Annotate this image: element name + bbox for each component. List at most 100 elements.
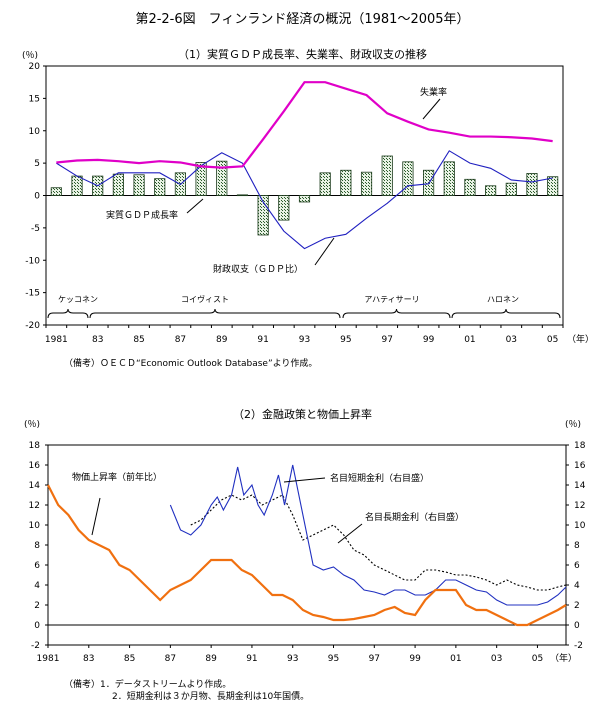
chart2-left-tick-label: 0 [34, 621, 40, 631]
chart2-left-unit: (％) [24, 419, 40, 430]
chart1-x-unit: （年） [567, 333, 594, 345]
chart1-x-tick-label: 05 [547, 335, 558, 345]
chart2-x-tick-label: 93 [287, 654, 298, 664]
chart2-right-tick-label: 18 [574, 441, 586, 451]
inflation-arrow [91, 497, 101, 536]
gdp-growth-bar [485, 185, 497, 196]
inflation-line [47, 484, 567, 627]
chart2-left-tick-label: 10 [29, 521, 41, 531]
short-rate-arrow [283, 477, 326, 483]
chart2-title: （2）金融政策と物価上昇率 [233, 408, 372, 421]
chart2-left-tick-label: 2 [34, 601, 40, 611]
fiscal-balance-label: 財政収支（ＧＤＰ比） [213, 263, 303, 275]
gdp-growth-bar [257, 195, 269, 236]
chart2-x-unit: （年） [550, 652, 577, 664]
period-brace [47, 308, 89, 319]
chart1-title: （1）実質ＧＤＰ成長率、失業率、財政収支の推移 [178, 48, 427, 61]
chart1-note: （備考）ＯＥＣＤ“Economic Outlook Database”より作成。 [64, 359, 318, 369]
gdp-growth-bar [278, 195, 290, 221]
period-label: コイヴィスト [181, 294, 229, 304]
chart2-note-1: （備考）1．データストリームより作成。 [64, 680, 232, 690]
chart2-x-tick-label: 89 [205, 654, 217, 664]
chart1-x-tick-label: 93 [299, 335, 310, 345]
chart2-x-tick-label: 97 [369, 654, 380, 664]
chart1-x-tick-label: 1981 [45, 335, 68, 345]
chart1-y-tick-label: 5 [34, 159, 40, 169]
chart1-x-tick-label: 85 [133, 335, 144, 345]
chart2-right-tick-label: 4 [574, 581, 580, 591]
chart1-x-tick-label: 83 [92, 335, 103, 345]
period-brace [342, 308, 451, 319]
long-rate-arrow [337, 523, 363, 544]
chart2-right-tick-label: 14 [574, 481, 586, 491]
unemployment-line [56, 81, 553, 169]
chart2-right-unit: (％) [565, 419, 581, 430]
chart1-y-tick-label: -5 [31, 224, 40, 234]
chart2-right-tick-label: -2 [574, 641, 583, 651]
chart2-left-tick-label: 14 [29, 481, 41, 491]
gdp-growth-bar [505, 182, 517, 196]
long-rate-line [190, 494, 567, 591]
chart1-y-tick-label: 10 [29, 127, 41, 137]
chart2-x-tick-label: 87 [165, 654, 176, 664]
gdp-growth-arrow [186, 198, 204, 214]
short-rate-line [169, 464, 567, 606]
short-rate-label: 名目短期金利（右目盛） [330, 472, 429, 484]
period-label: アハティサーリ [364, 295, 419, 304]
chart1-x-tick-label: 91 [257, 335, 268, 345]
chart2-right-tick-label: 12 [574, 501, 585, 511]
chart1-x-tick-label: 99 [423, 335, 435, 345]
unemployment-label: 失業率 [420, 86, 447, 98]
chart1-x-tick-label: 01 [464, 335, 475, 345]
gdp-growth-bar [402, 161, 414, 196]
gdp-growth-bar [298, 195, 311, 203]
chart1-x-tick-label: 97 [381, 335, 392, 345]
chart2-right-tick-label: 16 [574, 461, 586, 471]
chart1-svg: (％)20 15 10 5 0 -5 -10 -15 -20 1981 83 85 87 89 91 93 95… [22, 50, 594, 345]
period-label: ハロネン [487, 295, 519, 304]
gdp-growth-bar [464, 178, 476, 196]
chart2-x-tick-label: 03 [491, 654, 502, 664]
gdp-growth-bar [133, 174, 145, 196]
gdp-growth-bar [195, 162, 207, 196]
chart1-y-tick-label: 15 [29, 94, 40, 104]
gdp-growth-bar [443, 161, 455, 196]
chart1-y-tick-label: -10 [25, 256, 40, 266]
gdp-growth-bar [50, 187, 62, 196]
fiscal-balance-arrow [314, 237, 335, 266]
chart2-left-tick-label: -2 [31, 641, 40, 651]
gdp-growth-bar [340, 169, 352, 196]
gdp-growth-bar [360, 171, 373, 196]
period-label: ケッコネン [58, 295, 98, 304]
chart2-x-tick-label: 1981 [37, 654, 60, 664]
chart2-right-tick-label: 2 [574, 601, 580, 611]
chart1-y-tick-label: 20 [29, 62, 41, 72]
chart2-x-tick-label: 99 [409, 654, 421, 664]
gdp-growth-bar [381, 155, 393, 196]
chart1-x-tick-label: 03 [506, 335, 517, 345]
fiscal-balance-line [56, 150, 553, 250]
chart2-x-tick-label: 05 [532, 654, 543, 664]
chart2-x-tick-label: 85 [124, 654, 135, 664]
chart2-left-tick-label: 4 [34, 581, 40, 591]
gdp-growth-bar [319, 172, 331, 196]
main-title: 第2-2-6図 フィンランド経済の概況（1981～2005年） [135, 12, 470, 27]
gdp-growth-bar [112, 173, 124, 196]
period-brace [451, 308, 561, 319]
long-rate-label: 名目長期金利（右目盛） [365, 511, 464, 523]
unemployment-arrow [422, 98, 441, 120]
gdp-growth-label: 実質ＧＤＰ成長率 [106, 209, 178, 221]
chart2-right-tick-label: 10 [574, 521, 586, 531]
gdp-growth-bar [154, 178, 166, 196]
gdp-growth-bar [526, 173, 538, 196]
chart1-x-tick-label: 89 [216, 335, 228, 345]
chart2-right-tick-label: 8 [574, 541, 580, 551]
chart1-x-tick-label: 87 [175, 335, 186, 345]
chart2-left-tick-label: 12 [29, 501, 40, 511]
chart1-x-tick-label: 95 [340, 335, 351, 345]
chart1-y-tick-label: 0 [34, 192, 40, 202]
gdp-growth-bar [216, 160, 228, 196]
chart2-right-tick-label: 0 [574, 621, 580, 631]
chart2-x-tick-label: 91 [246, 654, 257, 664]
chart2-left-tick-label: 16 [29, 461, 41, 471]
